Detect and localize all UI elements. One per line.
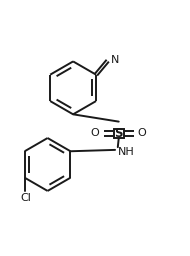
Text: O: O (91, 129, 100, 138)
Text: Cl: Cl (20, 193, 31, 203)
Text: N: N (110, 55, 119, 65)
FancyBboxPatch shape (114, 129, 124, 138)
Text: S: S (114, 127, 123, 140)
Text: O: O (138, 129, 147, 138)
Text: NH: NH (118, 147, 135, 157)
